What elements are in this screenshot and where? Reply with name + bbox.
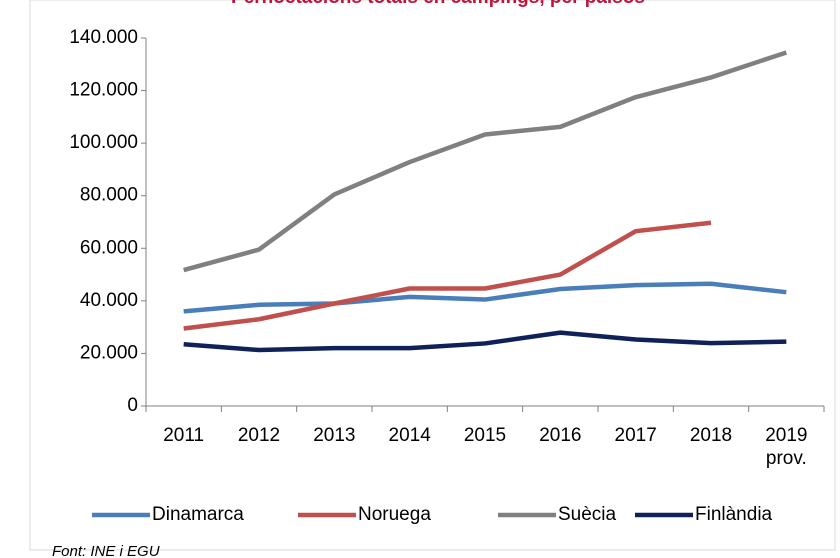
chart-title: Pernoctacions totals en càmpings, per pa… (231, 0, 645, 8)
series-line (183, 330, 787, 353)
y-tick-label: 0 (127, 395, 138, 416)
x-tick-label: 2011 (163, 425, 205, 446)
x-tick-label: 2018 (689, 425, 733, 446)
y-tick-label: 40.000 (80, 290, 138, 311)
series-line (183, 50, 788, 273)
legend-label: Dinamarca (152, 504, 244, 525)
x-tick-label: 2013 (313, 425, 356, 446)
y-tick-label: 20.000 (80, 342, 138, 363)
legend-label: Suècia (558, 504, 617, 525)
y-tick-label: 100.000 (69, 132, 138, 153)
legend-label: Finlàndia (695, 504, 773, 525)
series-line (183, 281, 787, 314)
x-tick-label: 2019 prov. (765, 425, 808, 469)
x-tick-label: 2014 (388, 425, 431, 446)
y-tick-label: 120.000 (69, 80, 138, 101)
y-tick-label: 140.000 (69, 27, 138, 48)
source: Font: INE i EGU (52, 543, 160, 558)
y-tick-label: 60.000 (80, 237, 138, 258)
y-tick-label: 80.000 (80, 185, 138, 206)
x-tick-label: 2016 (539, 425, 582, 446)
legend-label: Noruega (358, 504, 431, 525)
x-tick-label: 2012 (237, 425, 281, 446)
x-tick-label: 2015 (463, 425, 507, 446)
series-line (183, 220, 712, 331)
chart-frame (29, 0, 836, 551)
x-tick-label: 2017 (614, 425, 657, 446)
